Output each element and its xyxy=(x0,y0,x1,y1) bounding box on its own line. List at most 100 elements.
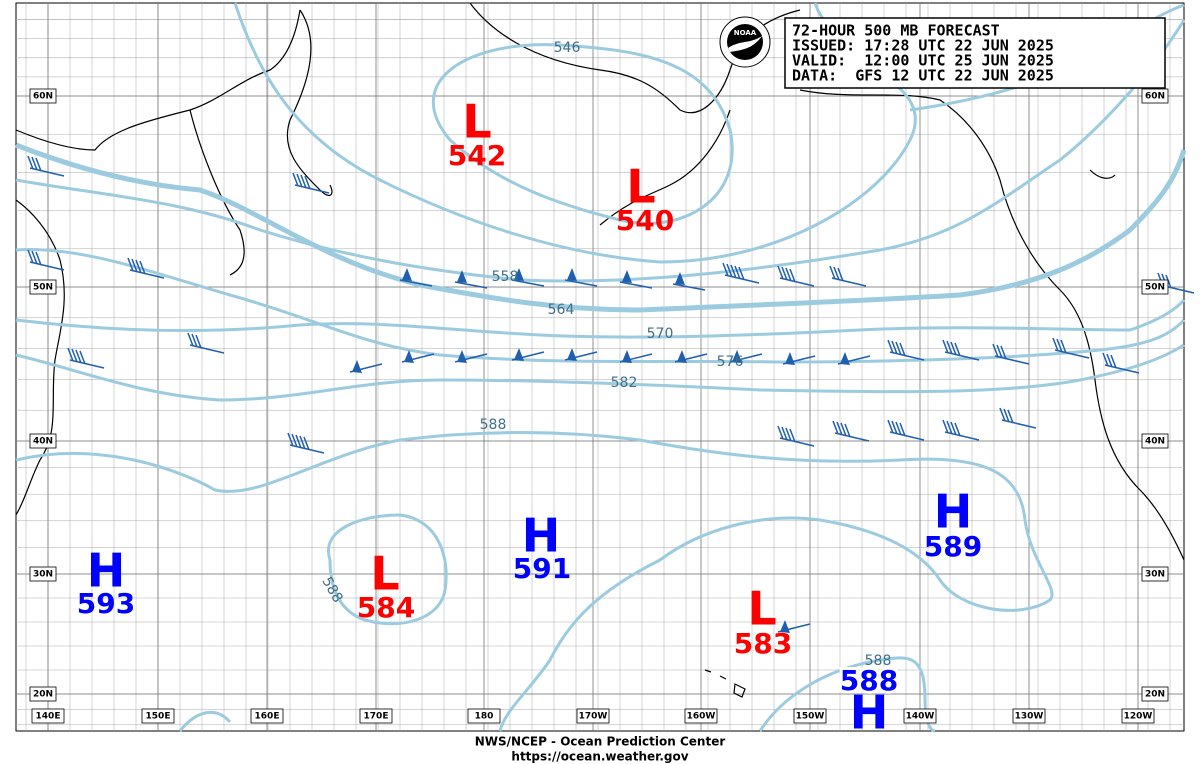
barb-shaft xyxy=(672,283,706,291)
islands xyxy=(704,669,746,698)
barb-feather xyxy=(726,263,733,278)
center-symbol: L xyxy=(462,95,491,149)
barb-feather xyxy=(789,268,796,283)
coordinate-label: 170E xyxy=(364,712,389,722)
coordinate-label: 130W xyxy=(1015,712,1044,722)
label-box xyxy=(1012,708,1046,724)
barb-feather xyxy=(195,334,202,349)
barb-feather xyxy=(1165,274,1172,289)
contour-582 xyxy=(15,343,1185,402)
coastline xyxy=(1089,169,1116,179)
barb-feather xyxy=(1052,337,1059,352)
barb-feather xyxy=(899,422,906,437)
barb-feather xyxy=(781,266,788,281)
barb-shaft xyxy=(994,355,1030,365)
wind-barbs xyxy=(27,155,1195,633)
barb-shaft xyxy=(619,281,653,289)
label-box xyxy=(1141,566,1169,582)
barb-feather xyxy=(887,419,894,434)
barb-shaft xyxy=(1104,364,1140,374)
barb-feather xyxy=(79,350,86,365)
title-line: VALID: 12:00 UTC 25 JUN 2025 xyxy=(792,52,1054,70)
label-box xyxy=(1141,686,1169,702)
barb-pennant xyxy=(352,360,362,373)
label-box xyxy=(1141,279,1169,295)
barb-feather xyxy=(891,420,898,435)
footer-url: https://ocean.weather.gov xyxy=(511,750,688,764)
barb-feather xyxy=(950,421,957,436)
barb-feather xyxy=(296,173,303,188)
barb-pennant xyxy=(675,272,685,285)
coordinate-label: 50N xyxy=(33,283,53,293)
barb-feather xyxy=(996,344,1003,359)
barb-feather xyxy=(730,264,737,279)
barb-shaft xyxy=(289,444,325,454)
center-symbol: H xyxy=(87,544,126,598)
coordinate-label: 140E xyxy=(36,712,61,722)
coordinate-label: 30N xyxy=(1145,570,1165,580)
barb-shaft xyxy=(294,184,330,194)
barb-feather xyxy=(67,347,74,362)
label-box xyxy=(793,708,827,724)
barb-pennant xyxy=(514,348,524,361)
title-frame xyxy=(784,17,1166,89)
barb-feather xyxy=(295,434,302,449)
barb-pennant xyxy=(567,348,577,361)
barb-feather xyxy=(895,421,902,436)
center-value: 588 xyxy=(840,664,898,697)
logo-text: NOAA xyxy=(734,29,757,37)
contour-label: 588 xyxy=(865,653,892,669)
barb-shaft xyxy=(454,281,488,289)
barb-shaft xyxy=(564,279,598,287)
center-value: 584 xyxy=(357,591,415,624)
barb-feather xyxy=(291,433,298,448)
contour-label: 546 xyxy=(554,40,581,56)
coordinate-label: 20N xyxy=(33,690,53,700)
barb-pennant xyxy=(732,350,742,363)
barb-shaft xyxy=(189,344,225,354)
barb-pennant xyxy=(622,270,632,283)
barb-shaft xyxy=(399,279,433,287)
label-box xyxy=(467,708,501,724)
barb-feather xyxy=(942,339,949,354)
barb-shaft xyxy=(944,431,980,441)
barb-shaft xyxy=(889,351,925,361)
barb-shaft xyxy=(779,437,815,447)
barb-feather xyxy=(942,419,949,434)
barb-shaft xyxy=(779,277,815,287)
center-value: 591 xyxy=(513,552,571,585)
coordinate-label: 140W xyxy=(906,712,935,722)
contour-570 xyxy=(15,298,1186,339)
label-box xyxy=(684,708,718,724)
center-value: 593 xyxy=(77,587,135,620)
barb-pennant xyxy=(567,268,577,281)
barb-feather xyxy=(738,266,745,281)
barb-feather xyxy=(1102,352,1109,367)
coordinate-labels: 60N 60N 50N 50N 40N 40N 30N 30N 20N 20N 140E 150E 16… xyxy=(29,88,1169,724)
barb-feather xyxy=(187,332,194,347)
center-symbol: L xyxy=(747,582,776,636)
coordinate-label: 30N xyxy=(33,570,53,580)
barb-shaft xyxy=(1001,419,1037,429)
label-box xyxy=(250,708,284,724)
contour-label: 564 xyxy=(548,302,575,318)
coordinate-label: 60N xyxy=(1145,92,1165,102)
barb-pennant xyxy=(457,350,467,363)
label-box xyxy=(141,708,175,724)
center-symbol: H xyxy=(934,485,973,539)
barb-feather xyxy=(131,258,138,273)
pressure-centers: L 542 L 540 H 593 L 584 H 591 L 583 H 58… xyxy=(77,95,982,740)
coordinate-label: 160W xyxy=(687,712,716,722)
barb-feather xyxy=(1110,354,1117,369)
barb-pennant xyxy=(622,350,632,363)
barb-shaft xyxy=(511,279,545,287)
contour-546 xyxy=(431,43,734,225)
title-line: 72-HOUR 500 MB FORECAST xyxy=(792,22,1000,40)
barb-feather xyxy=(887,339,894,354)
barb-pennant xyxy=(457,270,467,283)
label-box xyxy=(31,708,65,724)
label-box xyxy=(29,433,57,449)
barb-feather xyxy=(292,172,299,187)
label-box xyxy=(903,708,937,724)
barb-pennant xyxy=(785,352,795,365)
